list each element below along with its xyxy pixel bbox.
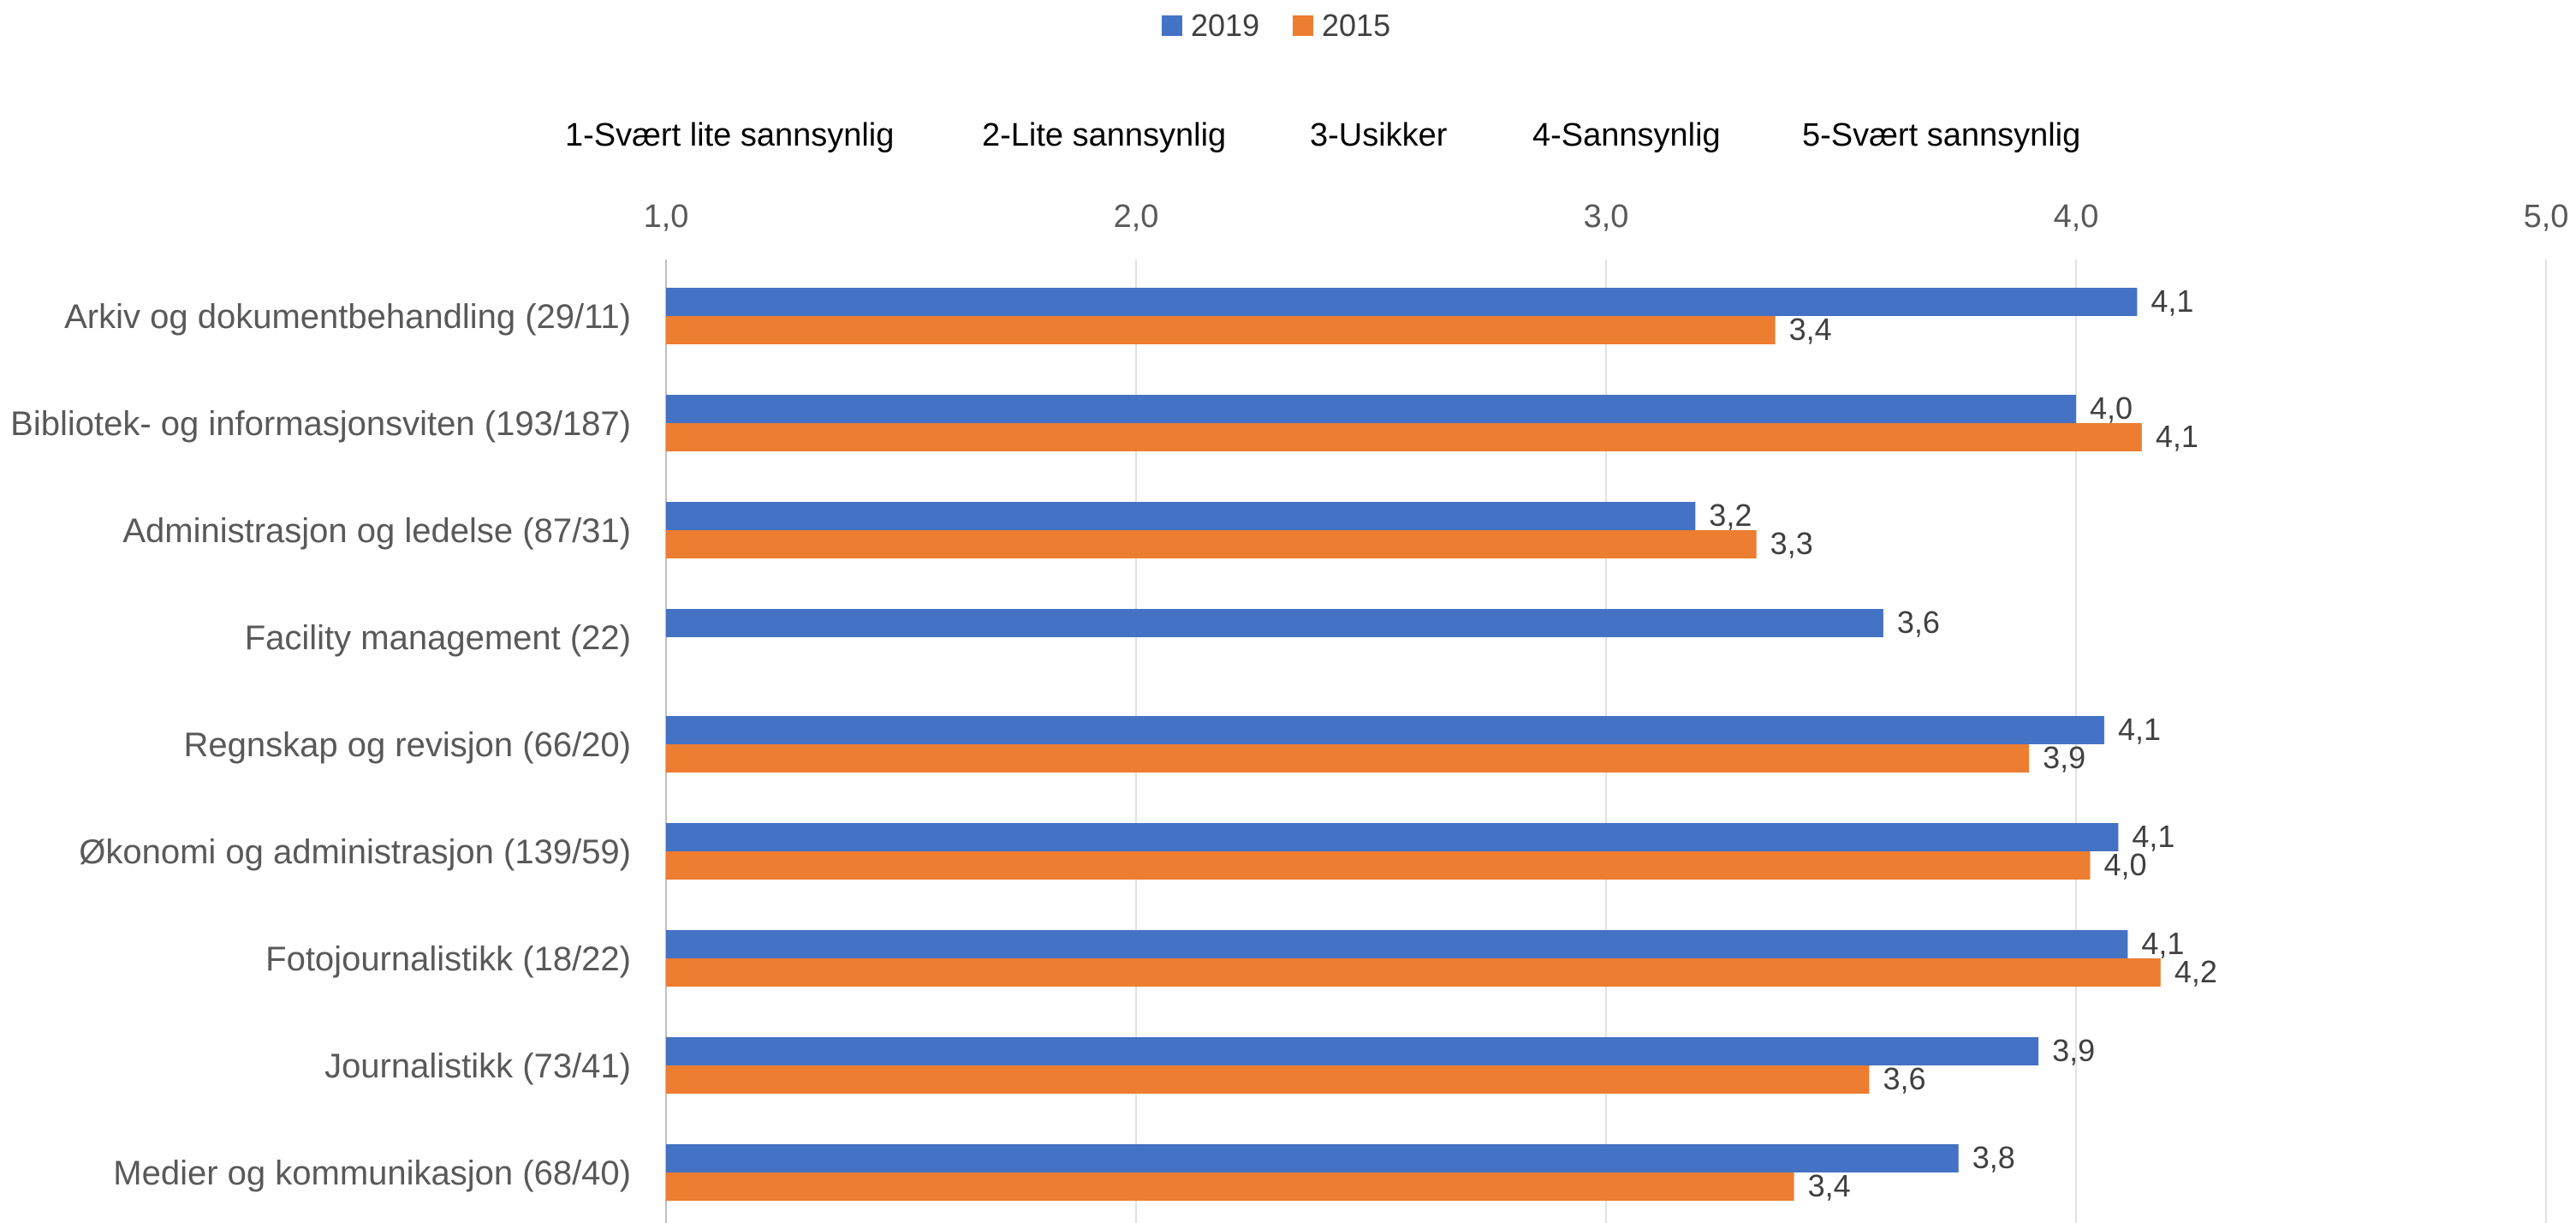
x-tick-label: 5,0 [2524, 199, 2569, 235]
category-label: Facility management (22) [245, 619, 631, 657]
x-tick-label: 4,0 [2054, 199, 2099, 235]
scale-labels: 1-Svært lite sannsynlig 2-Lite sannsynlig… [565, 117, 2080, 153]
x-axis-ticks: 1,0 2,0 3,0 4,0 5,0 [644, 199, 2569, 235]
data-label-2019: 3,9 [2052, 1033, 2095, 1068]
data-label-2015: 3,4 [1808, 1168, 1851, 1203]
data-labels: 4,14,03,23,64,14,14,13,93,83,44,13,33,94… [1709, 283, 2217, 1203]
bar-2019 [666, 1144, 1959, 1172]
data-label-2015: 3,4 [1789, 312, 1832, 347]
scale-label: 2-Lite sannsynlig [982, 117, 1226, 153]
category-label: Bibliotek- og informasjonsviten (193/187… [10, 405, 631, 443]
category-label: Økonomi og administrasjon (139/59) [79, 833, 631, 871]
legend-label-2019: 2019 [1191, 8, 1259, 43]
bar-2019 [666, 288, 2138, 316]
data-label-2019: 4,1 [2118, 712, 2161, 747]
bar-2019 [666, 930, 2128, 958]
data-label-2015: 3,9 [2043, 740, 2085, 775]
bar-2015 [666, 1172, 1794, 1201]
bar-2015 [666, 1065, 1870, 1094]
category-label: Journalistikk (73/41) [324, 1047, 631, 1085]
category-label: Arkiv og dokumentbehandling (29/11) [64, 298, 631, 336]
data-label-2019: 4,1 [2141, 926, 2184, 961]
data-label-2015: 3,6 [1883, 1061, 1925, 1096]
bar-2015 [666, 316, 1776, 344]
legend-swatch-2019 [1162, 15, 1182, 36]
data-label-2015: 4,0 [2103, 847, 2146, 882]
data-label-2019: 4,1 [2132, 819, 2174, 854]
legend-label-2015: 2015 [1322, 8, 1390, 43]
data-label-2019: 3,2 [1709, 498, 1752, 533]
category-label: Medier og kommunikasjon (68/40) [113, 1154, 631, 1192]
legend-swatch-2015 [1293, 15, 1313, 36]
bar-2015 [666, 530, 1757, 558]
data-label-2015: 4,2 [2174, 954, 2217, 989]
category-label: Fotojournalistikk (18/22) [265, 940, 631, 978]
scale-label: 5-Svært sannsynlig [1802, 117, 2080, 153]
bar-2019 [666, 609, 1883, 637]
bar-2019 [666, 716, 2104, 744]
data-label-2015: 3,3 [1770, 526, 1813, 561]
data-label-2015: 4,1 [2156, 419, 2198, 454]
x-tick-label: 3,0 [1584, 199, 1629, 235]
bar-2015 [666, 423, 2142, 451]
scale-label: 1-Svært lite sannsynlig [565, 117, 894, 153]
x-tick-label: 2,0 [1114, 199, 1159, 235]
scale-label: 4-Sannsynlig [1532, 117, 1721, 153]
data-label-2019: 4,0 [2090, 391, 2133, 426]
data-label-2019: 3,6 [1897, 605, 1940, 640]
category-label: Regnskap og revisjon (66/20) [183, 726, 631, 764]
data-label-2019: 4,1 [2151, 283, 2193, 319]
legend: 2019 2015 [1162, 8, 1390, 43]
bar-2019 [666, 1037, 2039, 1065]
bar-2015 [666, 851, 2091, 880]
category-labels: Arkiv og dokumentbehandling (29/11) Bibli… [10, 298, 631, 1192]
category-label: Administrasjon og ledelse (87/31) [122, 512, 631, 550]
bars [666, 288, 2161, 1201]
data-label-2019: 3,8 [1972, 1140, 2015, 1175]
bar-2015 [666, 958, 2161, 987]
bar-2019 [666, 395, 2076, 423]
bar-2015 [666, 744, 2030, 773]
bar-2019 [666, 823, 2119, 851]
scale-label: 3-Usikker [1310, 117, 1448, 153]
x-tick-label: 1,0 [644, 199, 689, 235]
bar-2019 [666, 502, 1696, 530]
